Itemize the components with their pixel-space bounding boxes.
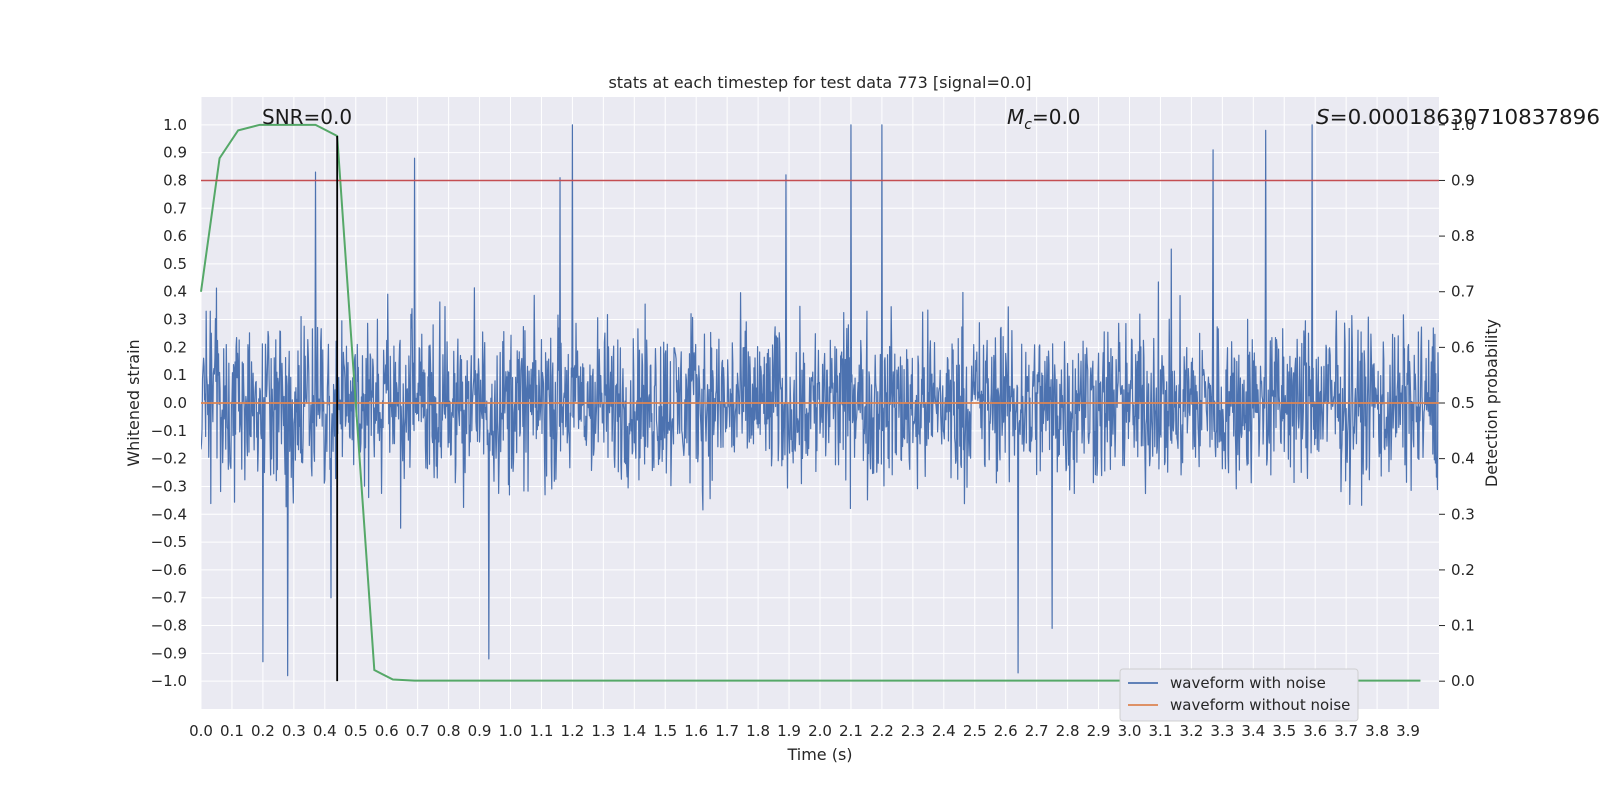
y2-tick-label: 0.0 — [1451, 672, 1475, 690]
waveform-with-noise-line — [201, 124, 1439, 677]
x-tick-label: 0.3 — [282, 722, 306, 740]
snr-annotation: SNR=0.0 — [262, 105, 352, 129]
x-tick-label: 2.0 — [808, 722, 832, 740]
y2-tick-label: 0.5 — [1451, 394, 1475, 412]
x-tick-label: 3.7 — [1334, 722, 1358, 740]
mc-value: =0.0 — [1032, 105, 1081, 129]
x-tick-label: 1.0 — [499, 722, 523, 740]
x-tick-label: 3.5 — [1272, 722, 1296, 740]
x-tick-label: 1.2 — [560, 722, 584, 740]
y2-tick-label: 0.7 — [1451, 283, 1475, 301]
x-tick-label: 1.1 — [530, 722, 554, 740]
x-tick-label: 0.9 — [468, 722, 492, 740]
x-tick-label: 2.2 — [870, 722, 894, 740]
y-tick-label: 0.2 — [163, 338, 187, 356]
x-tick-label: 3.6 — [1303, 722, 1327, 740]
y-tick-label: −0.4 — [151, 505, 187, 523]
y-tick-label: 0.6 — [163, 227, 187, 245]
legend-label-clean: waveform without noise — [1170, 696, 1350, 714]
x-tick-label: 1.3 — [591, 722, 615, 740]
x-tick-label: 2.9 — [1087, 722, 1111, 740]
x-tick-label: 2.4 — [932, 722, 956, 740]
y2-tick-label: 0.9 — [1451, 171, 1475, 189]
y-tick-label: 0.7 — [163, 199, 187, 217]
y-tick-label: 1.0 — [163, 116, 187, 134]
x-tick-label: 2.7 — [1025, 722, 1049, 740]
x-tick-label: 0.2 — [251, 722, 275, 740]
legend-label-noise: waveform with noise — [1170, 674, 1326, 692]
legend-box — [1119, 668, 1359, 722]
y2-tick-label: 0.8 — [1451, 227, 1475, 245]
x-tick-label: 3.3 — [1210, 722, 1234, 740]
x-tick-label: 3.1 — [1149, 722, 1173, 740]
legend: waveform with noise waveform without noi… — [1119, 668, 1359, 722]
y-tick-label: −0.5 — [151, 533, 187, 551]
s-annotation: S=0.00018630710837896 — [1316, 105, 1600, 129]
y-tick-label: 0.9 — [163, 144, 187, 162]
x-tick-labels: 0.0 0.1 0.2 0.3 0.4 0.5 0.6 0.7 0.8 0.9 1.0 1.1 1.2 1… — [189, 722, 1420, 740]
x-tick-label: 0.4 — [313, 722, 337, 740]
x-tick-label: 3.0 — [1118, 722, 1142, 740]
x-tick-label: 1.8 — [746, 722, 770, 740]
y-tick-label: 0.3 — [163, 311, 187, 329]
x-tick-label: 3.9 — [1396, 722, 1420, 740]
y-tick-label: 0.5 — [163, 255, 187, 273]
y2-axis-label: Detection probability — [1482, 319, 1501, 487]
x-tick-label: 2.3 — [901, 722, 925, 740]
x-tick-label: 0.6 — [375, 722, 399, 740]
y2-tick-label: 0.3 — [1451, 505, 1475, 523]
y-tick-label: 0.4 — [163, 283, 187, 301]
x-tick-label: 3.2 — [1179, 722, 1203, 740]
y-tick-label: −0.3 — [151, 477, 187, 495]
series-waveform-with-noise — [201, 124, 1439, 677]
y-tick-label: 0.8 — [163, 171, 187, 189]
s-symbol: S — [1316, 105, 1330, 129]
y2-tick-labels: 1.0 0.9 0.8 0.7 0.6 0.5 0.4 0.3 0.2 0.1 0.0 — [1439, 116, 1475, 690]
x-tick-label: 1.9 — [777, 722, 801, 740]
mc-symbol: M — [1007, 105, 1024, 129]
y2-tick-label: 1.0 — [1451, 116, 1475, 134]
mc-annotation: Mc=0.0 — [1007, 105, 1081, 133]
y-axis-label: Whitened strain — [124, 339, 143, 466]
x-tick-label: 0.5 — [344, 722, 368, 740]
y2-tick-label: 0.4 — [1451, 450, 1475, 468]
x-tick-label: 0.7 — [406, 722, 430, 740]
x-tick-label: 1.4 — [622, 722, 646, 740]
mc-subscript: c — [1024, 117, 1032, 133]
x-axis-label: Time (s) — [786, 745, 852, 764]
x-tick-label: 1.5 — [653, 722, 677, 740]
y-tick-label: −0.6 — [151, 561, 187, 579]
y-tick-label: −0.2 — [151, 450, 187, 468]
y-tick-label: −1.0 — [151, 672, 187, 690]
y-tick-label: −0.1 — [151, 422, 187, 440]
s-value: =0.00018630710837896 — [1330, 105, 1600, 129]
x-tick-label: 0.8 — [437, 722, 461, 740]
detection-probability-line — [200, 123, 1421, 682]
chart-title: stats at each timestep for test data 773… — [608, 73, 1031, 92]
y-tick-label: 0.0 — [163, 394, 187, 412]
y2-tick-label: 0.2 — [1451, 561, 1475, 579]
y-tick-label: −0.8 — [151, 617, 187, 635]
y-tick-labels: 1.0 0.9 0.8 0.7 0.6 0.5 0.4 0.3 0.2 0.1 0.0 −0.1 −0.… — [151, 116, 187, 690]
x-tick-label: 0.1 — [220, 722, 244, 740]
y-tick-label: 0.1 — [163, 366, 187, 384]
y2-tick-label: 0.6 — [1451, 338, 1475, 356]
x-tick-label: 2.8 — [1056, 722, 1080, 740]
x-tick-label: 1.6 — [684, 722, 708, 740]
y-tick-label: −0.9 — [151, 644, 187, 662]
x-tick-label: 3.8 — [1365, 722, 1389, 740]
y2-tick-label: 0.1 — [1451, 617, 1475, 635]
x-tick-label: 2.1 — [839, 722, 863, 740]
series-detection-probability — [200, 123, 1421, 682]
x-tick-label: 1.7 — [715, 722, 739, 740]
x-tick-label: 2.5 — [963, 722, 987, 740]
x-tick-label: 2.6 — [994, 722, 1018, 740]
x-tick-label: 0.0 — [189, 722, 213, 740]
y-tick-label: −0.7 — [151, 589, 187, 607]
x-tick-label: 3.4 — [1241, 722, 1265, 740]
